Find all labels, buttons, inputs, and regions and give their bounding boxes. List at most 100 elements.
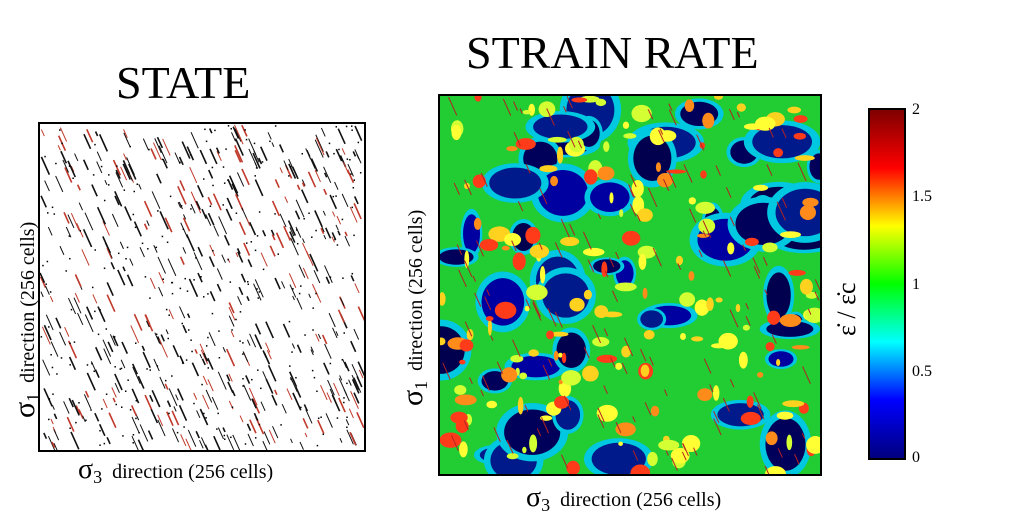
high-rate-spot xyxy=(767,310,781,325)
crack-segment xyxy=(182,217,191,232)
crack-segment xyxy=(166,400,172,408)
crack-segment xyxy=(243,242,251,256)
crack-segment xyxy=(172,345,180,358)
high-rate-spot xyxy=(594,305,609,318)
crack-segment xyxy=(234,124,243,142)
crack-segment xyxy=(123,129,128,138)
crack-segment xyxy=(301,189,309,204)
crack-segment xyxy=(53,429,60,441)
crack-segment xyxy=(309,157,316,169)
crack-segment xyxy=(158,286,164,297)
crack-segment xyxy=(132,366,141,384)
crack-segment xyxy=(122,163,131,180)
crack-segment xyxy=(171,428,180,443)
crack-segment xyxy=(320,384,328,401)
cell-dot xyxy=(93,370,95,373)
crack-trace xyxy=(621,362,628,375)
cell-dot xyxy=(254,175,256,177)
crack-trace xyxy=(802,366,811,384)
cell-dot xyxy=(135,399,138,402)
cell-dot xyxy=(235,318,237,321)
crack-trace xyxy=(682,443,687,451)
cell-dot xyxy=(312,307,314,309)
crack-segment xyxy=(271,234,276,241)
crack-segment xyxy=(196,184,204,198)
crack-segment xyxy=(190,191,199,207)
cell-dot xyxy=(292,288,294,290)
crack-segment xyxy=(139,246,145,258)
crack-segment xyxy=(254,334,263,350)
crack-segment xyxy=(83,133,92,150)
crack-segment xyxy=(343,389,350,402)
high-rate-spot xyxy=(561,370,582,386)
cell-dot xyxy=(359,172,362,174)
crack-trace xyxy=(560,218,570,238)
crack-trace xyxy=(566,96,573,109)
crack-segment xyxy=(240,273,247,283)
cell-dot xyxy=(346,382,348,385)
crack-segment xyxy=(174,152,181,165)
crack-segment xyxy=(317,333,322,340)
crack-segment xyxy=(238,221,247,236)
cell-dot xyxy=(351,272,354,275)
crack-segment xyxy=(274,389,278,395)
colorbar-tick: 1 xyxy=(912,276,920,293)
cell-dot xyxy=(244,129,246,131)
high-rate-spot xyxy=(473,217,482,230)
crack-segment xyxy=(234,138,244,156)
cell-dot xyxy=(190,208,192,210)
crack-trace xyxy=(814,279,820,291)
cell-dot xyxy=(316,444,319,447)
cell-dot xyxy=(288,320,291,323)
high-rate-spot xyxy=(779,313,802,328)
crack-segment xyxy=(289,227,295,237)
crack-trace xyxy=(658,129,665,143)
crack-segment xyxy=(178,404,188,422)
crack-segment xyxy=(110,261,116,270)
high-rate-spot xyxy=(623,133,637,139)
crack-segment xyxy=(131,435,139,450)
crack-trace xyxy=(745,303,749,310)
high-rate-spot xyxy=(712,385,720,401)
crack-trace xyxy=(781,197,788,208)
crack-segment xyxy=(304,432,308,438)
cell-dot xyxy=(133,190,136,193)
cell-dot xyxy=(171,281,173,284)
crack-segment xyxy=(335,224,339,231)
crack-segment xyxy=(344,361,350,372)
high-rate-spot xyxy=(546,330,554,340)
crack-segment xyxy=(43,388,53,407)
crack-segment xyxy=(130,405,138,416)
crack-segment xyxy=(228,315,235,327)
crack-segment xyxy=(150,408,159,424)
crack-segment xyxy=(267,364,277,382)
cell-dot xyxy=(179,287,182,290)
high-rate-spot xyxy=(550,175,559,187)
cell-dot xyxy=(50,353,52,356)
crack-segment xyxy=(197,246,204,257)
cell-dot xyxy=(181,322,184,325)
crack-trace xyxy=(563,106,567,113)
cell-dot xyxy=(222,204,225,206)
crack-trace xyxy=(624,337,634,357)
crack-segment xyxy=(290,237,299,256)
crack-trace xyxy=(736,111,741,118)
crack-segment xyxy=(218,216,228,235)
crack-segment xyxy=(254,179,264,197)
cell-dot xyxy=(94,143,96,146)
high-rate-spot xyxy=(556,146,564,164)
high-rate-spot xyxy=(655,162,662,173)
cell-dot xyxy=(352,187,355,189)
crack-segment xyxy=(303,404,309,412)
crack-segment xyxy=(194,348,198,354)
cell-dot xyxy=(171,292,174,295)
cell-dot xyxy=(329,276,332,278)
crack-segment xyxy=(260,146,268,161)
crack-segment xyxy=(271,142,275,147)
high-rate-spot xyxy=(647,451,658,467)
cell-dot xyxy=(242,377,244,380)
high-rate-spot xyxy=(637,208,653,222)
cell-dot xyxy=(179,161,181,164)
strain-x-axis-label: σ3 direction (256 cells) xyxy=(526,482,722,515)
state-lattice xyxy=(40,124,364,450)
